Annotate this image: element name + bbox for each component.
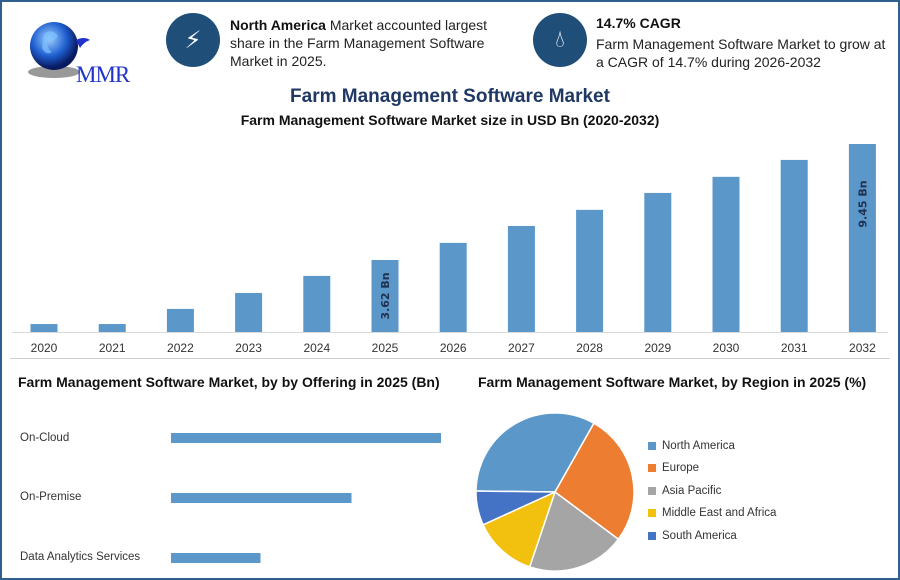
legend-north-america: North America bbox=[648, 440, 735, 452]
bar-2020 bbox=[30, 324, 58, 332]
x-tick-2032: 2032 bbox=[849, 341, 876, 355]
legend-label: North America bbox=[662, 440, 735, 452]
legend-swatch bbox=[648, 532, 656, 540]
x-tick-2029: 2029 bbox=[644, 341, 671, 355]
offering-label-on-cloud: On-Cloud bbox=[20, 432, 70, 444]
x-tick-2020: 2020 bbox=[31, 341, 58, 355]
legend-europe: Europe bbox=[648, 462, 699, 474]
pie-slice-asia-pacific bbox=[528, 490, 620, 572]
legend-south-america: South America bbox=[648, 530, 737, 542]
bar-2022 bbox=[166, 308, 194, 332]
legend-mea: Middle East and Africa bbox=[648, 507, 776, 519]
offering-label-data-analytics: Data Analytics Services bbox=[20, 551, 141, 563]
bar-2032 bbox=[848, 144, 876, 332]
bar-2026 bbox=[439, 242, 467, 332]
legend-asia-pacific: Asia Pacific bbox=[648, 485, 721, 497]
divider bbox=[10, 358, 890, 359]
growth-drop-icon: 💧︎ bbox=[533, 13, 587, 67]
x-tick-2021: 2021 bbox=[99, 341, 126, 355]
bar-2025 bbox=[371, 259, 399, 332]
pie-slice-south-america bbox=[475, 490, 556, 526]
x-tick-2024: 2024 bbox=[303, 341, 330, 355]
offering-bar-on-premise bbox=[171, 493, 352, 503]
bar-2024 bbox=[303, 275, 331, 332]
bar-2028 bbox=[576, 209, 604, 332]
mmr-logo: MMR bbox=[14, 14, 138, 87]
bar-2021 bbox=[98, 324, 126, 332]
x-tick-2030: 2030 bbox=[713, 341, 740, 355]
bar-2027 bbox=[507, 225, 535, 332]
x-tick-2025: 2025 bbox=[372, 341, 399, 355]
pie-slice-north-america bbox=[475, 412, 595, 493]
offering-bar-data-analytics-services bbox=[171, 553, 261, 563]
legend-label: Asia Pacific bbox=[662, 485, 722, 497]
x-tick-2028: 2028 bbox=[576, 341, 603, 355]
legend-label: Europe bbox=[662, 462, 700, 474]
region-chart-title: Farm Management Software Market, by Regi… bbox=[478, 374, 867, 390]
bar-2023 bbox=[235, 293, 263, 332]
chart-subtitle: Farm Management Software Market size in … bbox=[240, 112, 660, 128]
x-tick-2023: 2023 bbox=[235, 341, 262, 355]
legend-label: Middle East and Africa bbox=[662, 507, 777, 519]
legend-swatch bbox=[648, 442, 656, 450]
offering-bar-on-cloud bbox=[171, 433, 441, 443]
data-label-2025: 3.62 Bn bbox=[379, 272, 392, 319]
x-tick-2026: 2026 bbox=[440, 341, 467, 355]
highlight-cagr: 14.7% CAGR Farm Management Software Mark… bbox=[596, 14, 896, 71]
legend-swatch bbox=[648, 464, 656, 472]
x-tick-2031: 2031 bbox=[781, 341, 808, 355]
legend-swatch bbox=[648, 509, 656, 517]
highlight-bold: 14.7% CAGR bbox=[596, 15, 681, 31]
highlight-text: Farm Management Software Market to grow … bbox=[596, 36, 886, 70]
bar-2029 bbox=[644, 192, 672, 332]
x-tick-2022: 2022 bbox=[167, 341, 194, 355]
lightning-icon: ⚡︎ bbox=[166, 13, 220, 67]
bar-2031 bbox=[780, 159, 808, 332]
legend-swatch bbox=[648, 487, 656, 495]
highlight-bold: North America bbox=[230, 17, 326, 33]
pie-slice-middle-east-and-africa bbox=[482, 490, 557, 568]
highlight-text: Market accounted largest share in the Fa… bbox=[230, 17, 488, 69]
logo-text: MMR bbox=[76, 62, 130, 87]
globe-icon bbox=[28, 22, 90, 78]
legend-label: South America bbox=[662, 530, 737, 542]
offering-label-on-premise: On-Premise bbox=[20, 491, 82, 503]
x-tick-2027: 2027 bbox=[508, 341, 535, 355]
page-title: Farm Management Software Market bbox=[290, 86, 610, 107]
offering-chart-title: Farm Management Software Market, by by O… bbox=[18, 374, 440, 390]
data-label-2032: 9.45 Bn bbox=[856, 180, 869, 227]
pie-slice-europe bbox=[554, 422, 635, 541]
highlight-north-america: North America Market accounted largest s… bbox=[230, 16, 510, 70]
bar-2030 bbox=[712, 176, 740, 332]
